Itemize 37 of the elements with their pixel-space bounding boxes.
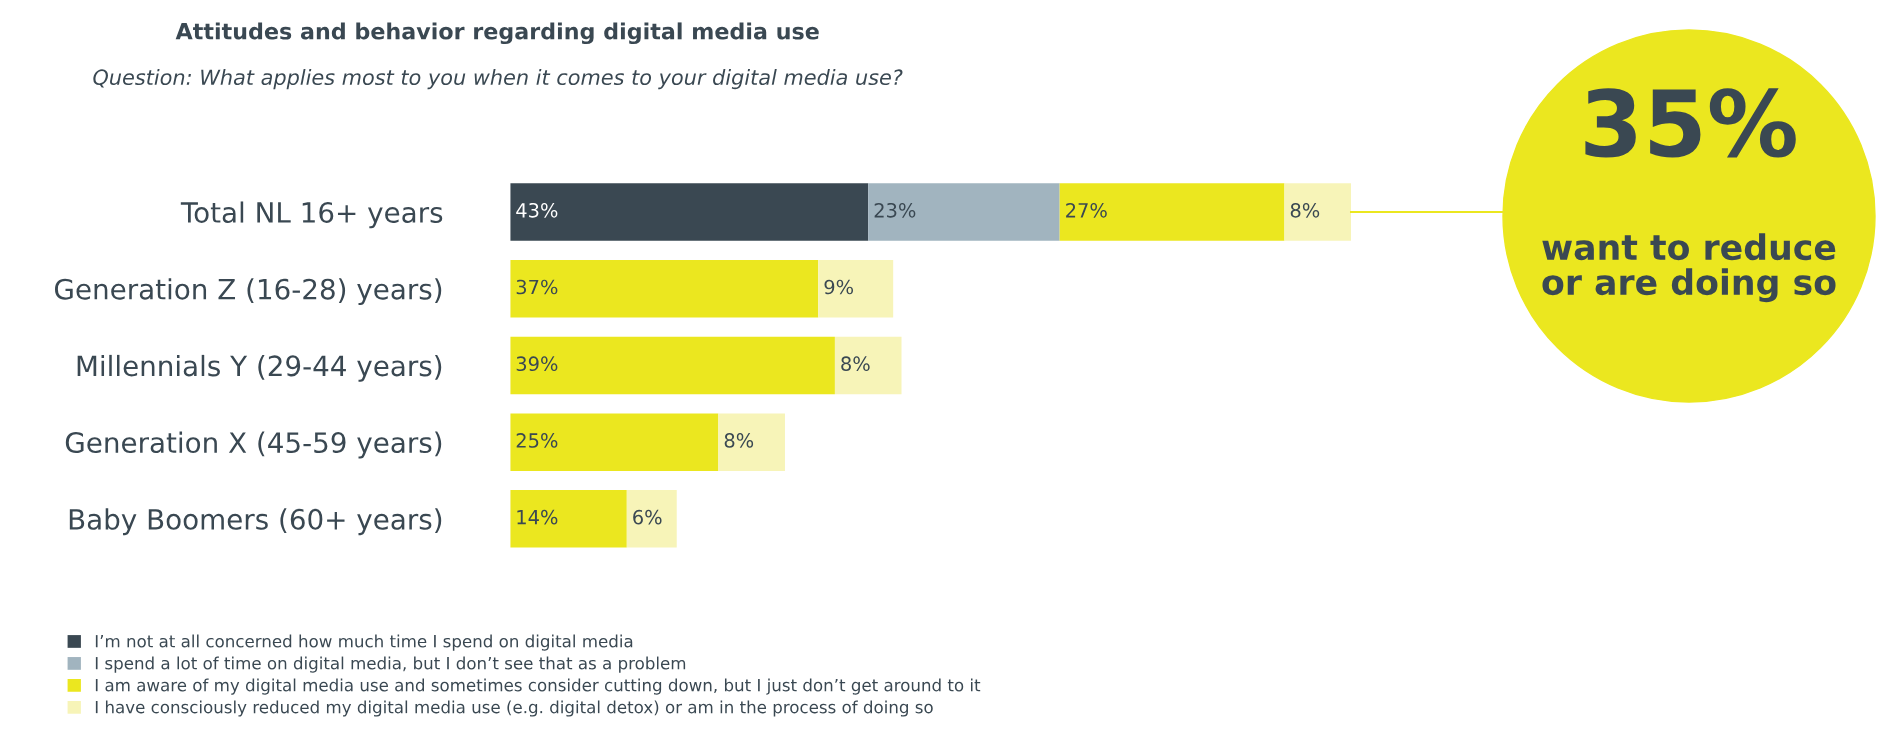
bar <box>626 490 677 548</box>
legend-label: I am aware of my digital media use and sometimes consider cutting down, but I just don’t get around to it <box>95 678 981 695</box>
data-label: 25% <box>516 433 558 448</box>
data-label: 8% <box>724 433 754 448</box>
bar <box>868 183 1060 241</box>
data-label: 8% <box>1290 202 1320 218</box>
y-tick-label: Total NL 16+ years <box>180 201 443 229</box>
bar <box>718 413 785 471</box>
y-tick-label: Generation X (45-59 years) <box>65 431 442 459</box>
data-label: 39% <box>516 356 558 372</box>
data-label: 23% <box>874 202 916 218</box>
data-label: 8% <box>841 356 870 372</box>
y-tick-label: Generation Z (16-28) years) <box>55 278 442 306</box>
chart-subtitle: Question: What applies most to you when it comes to your digital media use? <box>93 68 903 90</box>
bar <box>510 490 627 548</box>
bar <box>834 336 902 395</box>
bar <box>510 183 869 241</box>
bar <box>510 259 819 318</box>
text: 35% <box>1585 88 1796 158</box>
text: want to reduce or are doing so <box>1542 233 1836 303</box>
data-label: 6% <box>633 509 662 525</box>
data-label: 43% <box>516 202 558 218</box>
y-tick-label: Millennials Y (29-44 years) <box>77 354 442 382</box>
legend-label: I have consciously reduced my digital media use (e.g. digital detox) or am in the process of doing so <box>95 700 933 717</box>
data-label: 27% <box>1066 202 1107 218</box>
bar <box>510 336 835 395</box>
legend-label: I’m not at all concerned how much time I spend on digital media <box>95 634 633 651</box>
data-label: 9% <box>824 279 854 295</box>
y-tick-label: Baby Boomers (60+ years) <box>69 508 442 536</box>
bar <box>510 413 719 471</box>
bar <box>1059 183 1285 241</box>
data-label: 14% <box>517 509 558 525</box>
legend-label: I spend a lot of time on digital media, but I don’t see that as a problem <box>95 656 686 673</box>
data-label: 37% <box>516 279 558 295</box>
bar <box>818 259 894 318</box>
chart-title: Attitudes and behavior regarding digital media use <box>175 22 819 45</box>
bar <box>1284 183 1352 241</box>
